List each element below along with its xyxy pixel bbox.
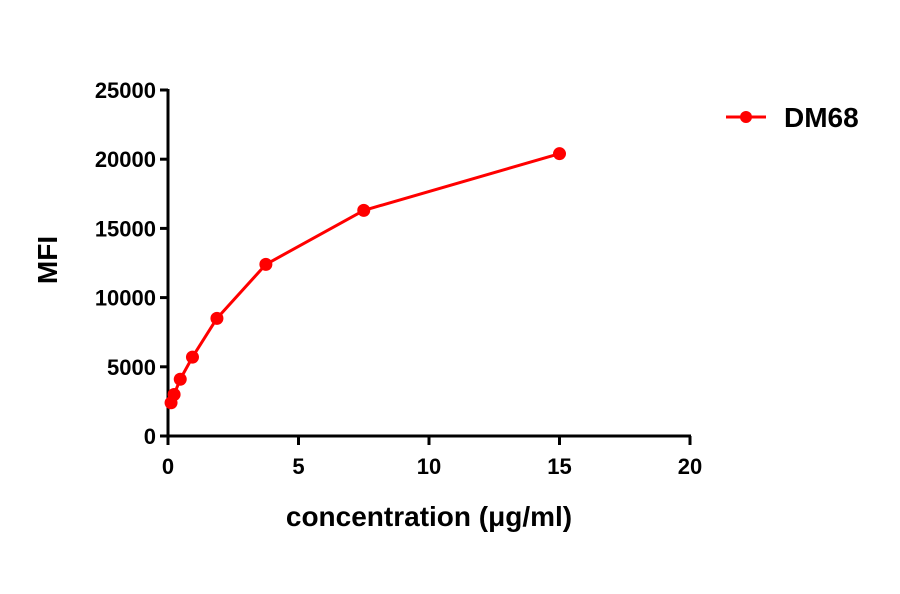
- y-tick-label: 15000: [95, 216, 156, 241]
- data-point-marker: [173, 372, 187, 386]
- data-point-marker: [185, 350, 199, 364]
- data-point-marker: [210, 311, 224, 325]
- series-line: [169, 152, 560, 404]
- data-point-marker: [259, 257, 273, 271]
- y-tick-label: 0: [144, 424, 156, 449]
- y-axis-title: MFI: [32, 236, 63, 284]
- legend-label: DM68: [784, 102, 859, 133]
- y-axis: 0 5000 10000 15000 20000 25000: [95, 78, 170, 449]
- data-point-marker: [357, 203, 371, 217]
- x-tick-label: 20: [678, 454, 702, 479]
- x-axis-title: concentration (μg/ml): [286, 501, 572, 532]
- y-tick-label: 20000: [95, 147, 156, 172]
- legend: DM68: [726, 102, 859, 133]
- x-axis: 0 5 10 15 20: [162, 434, 702, 479]
- data-series: [164, 147, 566, 410]
- legend-marker-icon: [740, 111, 752, 123]
- x-tick-label: 15: [547, 454, 571, 479]
- x-tick-label: 10: [417, 454, 441, 479]
- data-point-marker: [167, 387, 181, 401]
- y-tick-label: 25000: [95, 78, 156, 103]
- y-tick-label: 5000: [107, 355, 156, 380]
- data-point-marker: [553, 147, 566, 161]
- x-tick-label: 5: [292, 454, 304, 479]
- y-tick-label: 10000: [95, 286, 156, 311]
- x-tick-label: 0: [162, 454, 174, 479]
